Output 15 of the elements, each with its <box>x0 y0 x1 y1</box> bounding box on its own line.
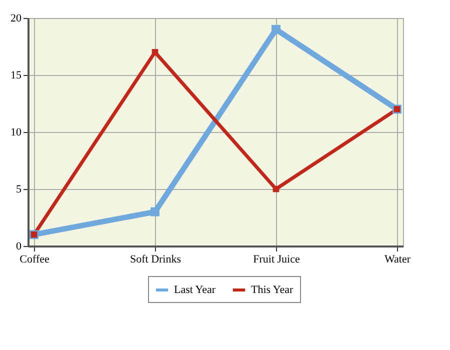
point <box>150 207 160 216</box>
y-tick-label: 0 <box>16 240 22 252</box>
legend-label: Last Year <box>174 284 216 296</box>
x-tick-label: Soft Drinks <box>130 254 182 266</box>
x-tick-label: Fruit Juice <box>253 254 300 266</box>
point <box>272 24 280 34</box>
legend-label: This Year <box>251 284 294 296</box>
y-tick-label: 5 <box>16 184 22 196</box>
y-tick-label: 10 <box>10 126 22 138</box>
y-tick-label: 15 <box>10 70 22 82</box>
y-tick-label: 20 <box>10 12 22 24</box>
point <box>272 186 280 192</box>
x-tick-label: Water <box>384 254 411 266</box>
x-tick-label: Coffee <box>20 254 50 266</box>
point <box>152 49 158 56</box>
